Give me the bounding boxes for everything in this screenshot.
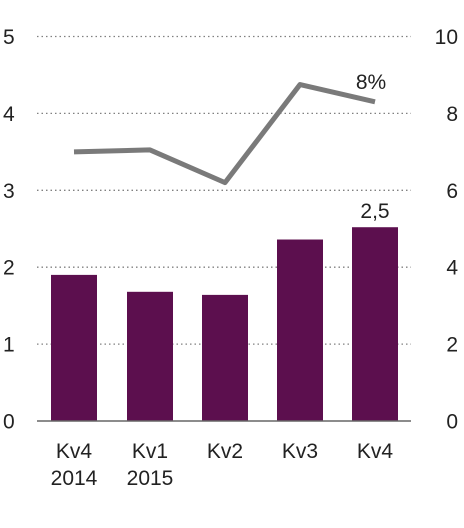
right-tick-label: 2 (446, 334, 458, 357)
left-tick-label: 5 (3, 26, 15, 49)
category-label: Kv2 (207, 440, 243, 463)
right-tick-label: 0 (446, 411, 458, 434)
gridlines (37, 35, 411, 345)
bar (51, 274, 97, 421)
category-label: Kv4 (357, 440, 394, 463)
bar (127, 291, 173, 421)
category-label: Kv3 (282, 440, 318, 463)
category-label: Kv4 (56, 440, 93, 463)
left-tick-label: 0 (3, 411, 15, 434)
category-label: Kv1 (132, 440, 168, 463)
right-tick-label: 8 (446, 103, 458, 126)
bar (202, 294, 248, 421)
left-tick-label: 1 (3, 334, 15, 357)
line-series-path (73, 82, 376, 186)
category-label: 2015 (127, 467, 174, 490)
data-label: 8% (356, 71, 386, 94)
category-label: 2014 (51, 467, 98, 490)
right-tick-label: 4 (446, 257, 458, 280)
bar-series (51, 227, 398, 421)
left-tick-label: 2 (3, 257, 15, 280)
left-tick-label: 4 (3, 103, 15, 126)
right-tick-label: 6 (446, 180, 458, 203)
data-label: 2,5 (360, 200, 389, 223)
bar (277, 239, 323, 421)
line-series (73, 82, 376, 186)
labels: 0 1 2 3 4 5 0 2 4 6 8 10 Kv4 2014 Kv1 2015 Kv2 Kv3 Kv4 2,5 8… (3, 26, 458, 490)
left-tick-label: 3 (3, 180, 15, 203)
right-tick-label: 10 (435, 26, 458, 49)
bar (352, 227, 398, 421)
